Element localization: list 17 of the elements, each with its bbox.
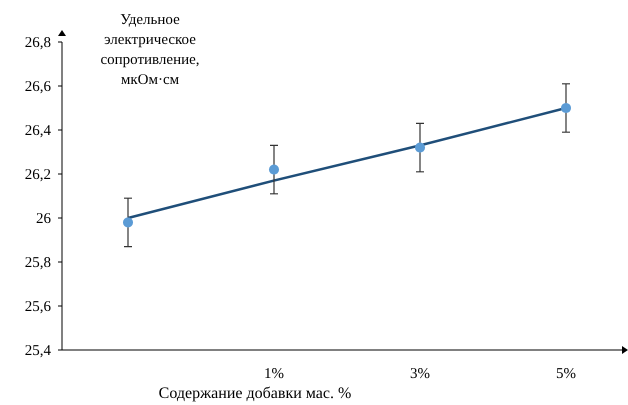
x-axis-title: Содержание добавки мас. % <box>158 385 352 402</box>
point <box>268 164 280 175</box>
x-tick-label: 1% <box>264 366 284 382</box>
y-tick-label: 26,8 <box>24 34 51 51</box>
y-tick-label: 26,4 <box>24 122 52 139</box>
y-tick-label: 26 <box>36 210 52 227</box>
point <box>122 217 134 228</box>
y-tick-label: 25,4 <box>24 342 52 359</box>
point <box>560 102 572 114</box>
y-tick-label: 25,6 <box>24 298 52 315</box>
x-tick-label: 3% <box>410 366 430 382</box>
y-tick-label: 26,2 <box>24 166 51 183</box>
y-tick-label: 26,6 <box>24 78 52 95</box>
x-tick-label: 5% <box>556 366 576 382</box>
y-tick-label: 25,8 <box>24 254 51 271</box>
point <box>414 142 426 153</box>
y-axis-title: Удельное электрическое сопротивление, мкОм·см <box>100 12 200 88</box>
